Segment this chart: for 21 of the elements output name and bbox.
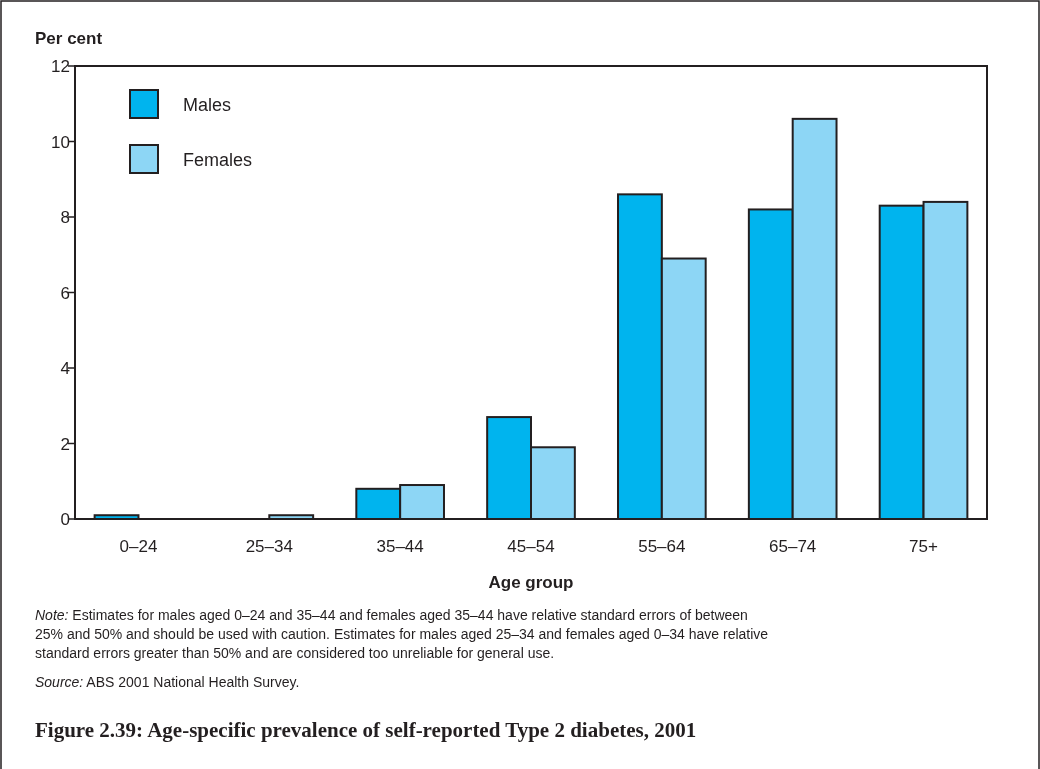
x-tick-label: 35–44 xyxy=(376,537,424,556)
y-tick-label: 10 xyxy=(51,132,70,152)
text: Note: Estimates for males aged 0–24 and 35–44 and females aged 35–44 have relative standard errors of between 25% and 50% and should be used with caution. Estimates for males aged 25–34 and females aged 0–34 have relative standard errors greater than 50% and are considered too unreliable for general use. xyxy=(35,607,769,661)
text: Figure 2.39: Age-specific prevalence of self-reported Type 2 diabetes, 2001 xyxy=(35,718,697,742)
x-tick-label: 65–74 xyxy=(769,537,817,556)
x-tick-label: 45–54 xyxy=(507,537,555,556)
y-tick-label: 6 xyxy=(60,283,70,303)
x-tick-label: 55–64 xyxy=(638,537,686,556)
source-note: Source: ABS 2001 National Health Survey. xyxy=(35,674,300,690)
x-tick-label: 25–34 xyxy=(245,537,293,556)
legend-label: Males xyxy=(183,95,232,115)
y-tick-label: 4 xyxy=(60,359,70,378)
x-tick-label: 75+ xyxy=(909,537,939,556)
y-tick-label: 8 xyxy=(60,208,70,227)
y-tick-label: 0 xyxy=(60,510,70,529)
y-tick-label: 12 xyxy=(51,57,70,76)
x-tick-label: 0–24 xyxy=(119,537,158,556)
y-axis-title: Per cent xyxy=(35,29,103,48)
x-axis-title: Age group xyxy=(488,573,574,592)
y-tick-label: 2 xyxy=(60,434,70,454)
legend-label: Females xyxy=(183,150,253,170)
